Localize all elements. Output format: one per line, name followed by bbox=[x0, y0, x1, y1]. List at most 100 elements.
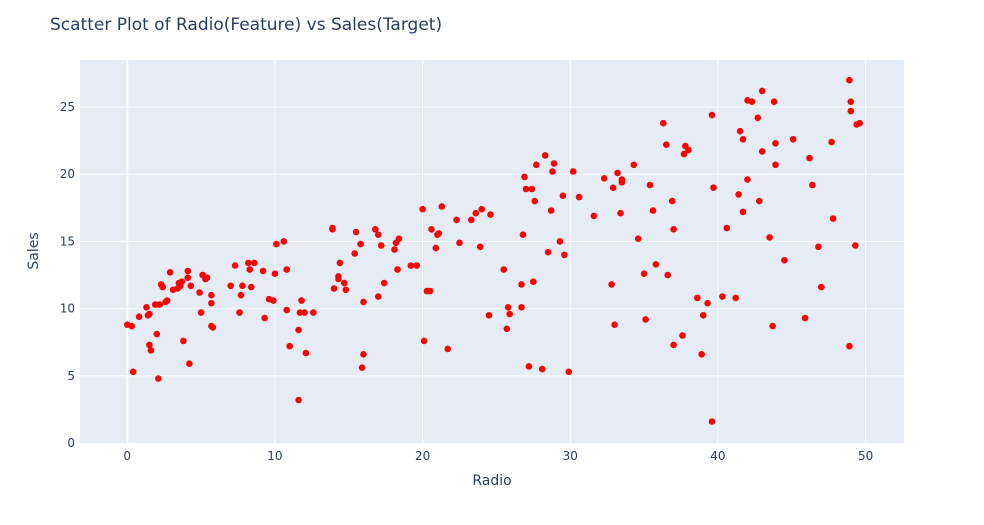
data-point bbox=[544, 248, 552, 256]
data-point bbox=[236, 309, 243, 316]
data-point bbox=[246, 266, 254, 273]
data-point bbox=[377, 242, 385, 249]
data-point bbox=[806, 154, 813, 162]
data-point bbox=[522, 185, 530, 193]
data-point bbox=[283, 266, 291, 273]
data-point bbox=[351, 250, 359, 257]
data-point bbox=[487, 211, 494, 218]
data-point bbox=[679, 332, 686, 339]
data-point bbox=[259, 267, 267, 275]
data-point bbox=[310, 309, 317, 316]
data-point bbox=[472, 209, 480, 217]
data-point bbox=[270, 297, 277, 304]
data-point bbox=[846, 76, 853, 84]
data-point bbox=[708, 418, 716, 425]
data-point bbox=[518, 304, 525, 311]
data-point bbox=[680, 150, 688, 158]
data-point bbox=[146, 341, 153, 349]
chart-title: Scatter Plot of Radio(Feature) vs Sales(… bbox=[50, 15, 442, 35]
data-point bbox=[391, 246, 398, 253]
data-point bbox=[435, 230, 443, 237]
data-point bbox=[251, 259, 258, 267]
data-point bbox=[533, 161, 540, 169]
data-point bbox=[549, 168, 556, 175]
data-point bbox=[590, 212, 598, 220]
data-point bbox=[395, 235, 403, 242]
data-point bbox=[723, 224, 731, 232]
data-point bbox=[375, 231, 382, 238]
data-point bbox=[419, 205, 426, 213]
data-point bbox=[556, 238, 564, 245]
data-point bbox=[758, 87, 766, 95]
data-point bbox=[239, 282, 246, 290]
data-point bbox=[248, 283, 255, 291]
data-point bbox=[852, 242, 859, 249]
data-point bbox=[500, 266, 508, 273]
data-point bbox=[184, 267, 192, 275]
data-point bbox=[630, 161, 638, 169]
data-point bbox=[541, 152, 549, 159]
data-point bbox=[550, 160, 558, 167]
data-point bbox=[456, 239, 463, 247]
data-point bbox=[608, 281, 615, 288]
data-point bbox=[660, 119, 667, 127]
data-point bbox=[642, 316, 649, 323]
data-point bbox=[530, 278, 537, 286]
data-point bbox=[547, 207, 555, 214]
data-point bbox=[298, 297, 305, 304]
data-point bbox=[184, 274, 192, 282]
data-point bbox=[614, 169, 621, 177]
data-point bbox=[766, 234, 773, 241]
data-point bbox=[699, 312, 707, 319]
data-point bbox=[611, 321, 618, 329]
y-tick-label: 10 bbox=[60, 302, 75, 316]
data-point bbox=[428, 226, 435, 233]
data-point bbox=[504, 304, 512, 311]
data-point bbox=[360, 351, 367, 358]
data-point bbox=[739, 136, 747, 143]
data-point bbox=[468, 216, 475, 224]
data-point bbox=[476, 243, 484, 251]
data-point bbox=[478, 205, 486, 213]
data-point bbox=[710, 184, 717, 191]
data-point bbox=[670, 226, 677, 233]
data-point bbox=[301, 309, 308, 316]
data-point bbox=[360, 298, 367, 306]
data-point bbox=[413, 262, 421, 269]
x-tick-label: 30 bbox=[563, 449, 578, 463]
data-point bbox=[664, 271, 671, 279]
data-point bbox=[575, 193, 583, 201]
data-point bbox=[197, 309, 205, 316]
data-point bbox=[196, 289, 203, 296]
plot-area bbox=[80, 60, 904, 443]
data-point bbox=[231, 262, 239, 269]
data-point bbox=[203, 274, 211, 282]
data-point bbox=[156, 301, 163, 308]
data-point bbox=[694, 294, 701, 302]
data-point bbox=[159, 283, 166, 291]
data-point bbox=[261, 314, 268, 322]
data-point bbox=[846, 342, 853, 350]
data-point bbox=[525, 363, 533, 370]
data-point bbox=[302, 349, 310, 357]
y-axis-ticks: 0 5 10 15 20 25 bbox=[60, 100, 75, 450]
data-point bbox=[407, 262, 415, 269]
data-point bbox=[559, 192, 567, 199]
data-point bbox=[358, 364, 366, 372]
data-point bbox=[335, 273, 342, 280]
data-point bbox=[227, 282, 234, 290]
data-point bbox=[380, 279, 388, 287]
data-point bbox=[561, 251, 568, 259]
data-point bbox=[180, 337, 187, 345]
y-tick-label: 25 bbox=[60, 100, 75, 114]
data-point bbox=[634, 235, 642, 242]
data-point bbox=[754, 114, 762, 122]
data-point bbox=[739, 208, 747, 216]
data-point bbox=[685, 146, 692, 154]
data-point bbox=[280, 238, 288, 245]
data-point bbox=[521, 173, 528, 181]
x-axis-ticks: 0 10 20 30 40 50 bbox=[123, 449, 873, 463]
data-point bbox=[485, 312, 493, 319]
data-point bbox=[208, 299, 215, 307]
data-point bbox=[336, 259, 344, 267]
